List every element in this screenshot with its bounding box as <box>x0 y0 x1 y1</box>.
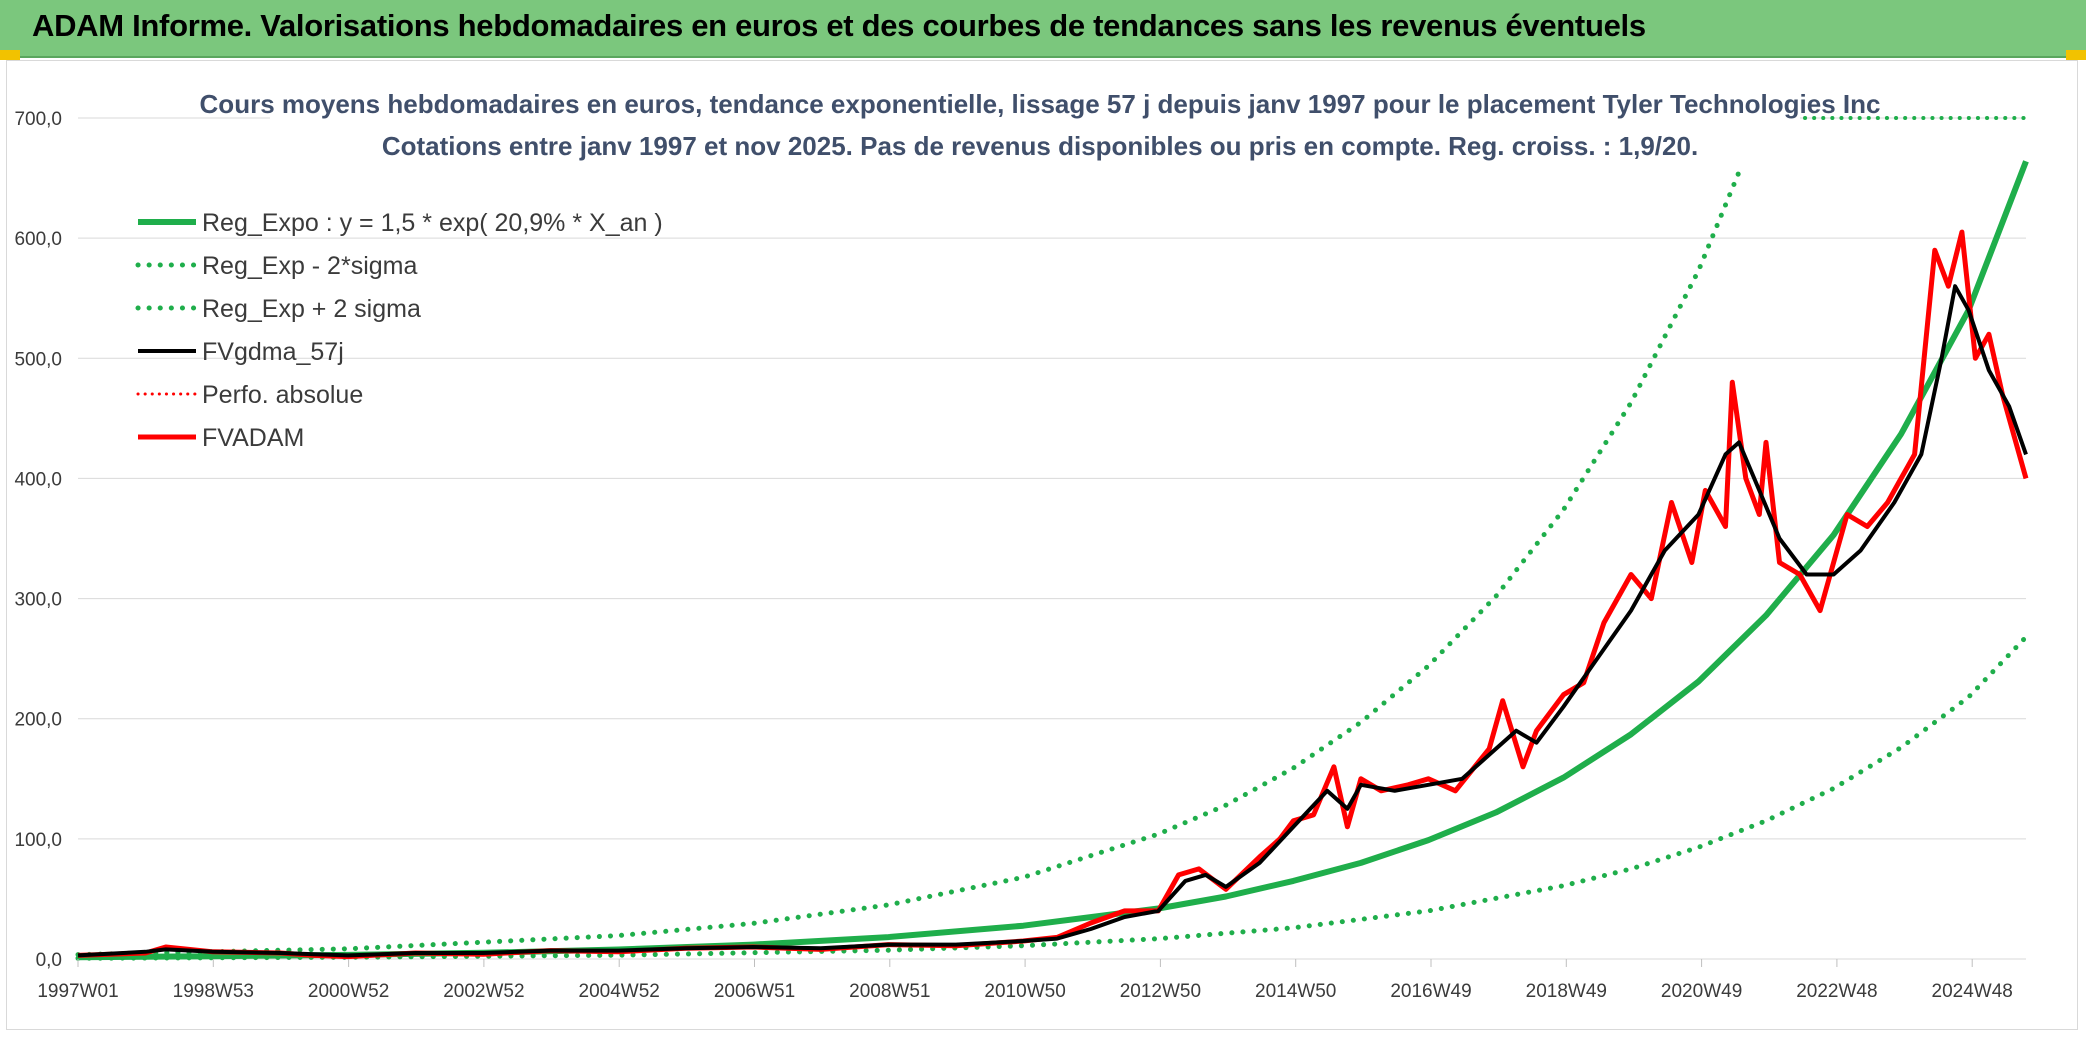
x-tick-label: 2024W48 <box>1932 981 2013 1002</box>
x-tick-label: 2010W50 <box>984 981 1065 1002</box>
chart-legend: Reg_Expo : y = 1,5 * exp( 20,9% * X_an )… <box>135 209 663 452</box>
legend-label: FVgdma_57j <box>202 338 344 366</box>
y-tick-label: 300,0 <box>14 590 62 611</box>
x-axis-ticks: 1997W01 1998W53 2000W52 2002W52 2004W52 2006W… <box>37 959 2013 1002</box>
chart-frame <box>6 60 2078 1030</box>
x-tick-label: 2000W52 <box>308 981 389 1002</box>
series-line-reg-expo <box>77 160 2029 961</box>
x-tick-label: 2006W51 <box>714 981 795 1002</box>
y-tick-label: 700,0 <box>14 109 62 130</box>
y-tick-label: 500,0 <box>14 349 62 370</box>
x-tick-label: 2002W52 <box>443 981 524 1002</box>
y-tick-label: 100,0 <box>14 830 62 851</box>
report-banner: ADAM Informe. Valorisations hebdomadaire… <box>0 0 2086 58</box>
y-tick-label: 0,0 <box>36 950 62 971</box>
chart-title: Cours moyens hebdomadaires en euros, ten… <box>200 89 1881 119</box>
legend-label: Reg_Exp - 2*sigma <box>202 252 417 280</box>
legend-label: Reg_Expo : y = 1,5 * exp( 20,9% * X_an ) <box>202 209 663 237</box>
report-title: ADAM Informe. Valorisations hebdomadaire… <box>32 8 1646 43</box>
x-tick-label: 1998W53 <box>173 981 254 1002</box>
y-tick-label: 400,0 <box>14 469 62 490</box>
x-tick-label: 2016W49 <box>1390 981 1471 1002</box>
y-axis-ticks: 0,0 100,0 200,0 300,0 400,0 500,0 600,0 700,0 <box>14 109 62 971</box>
y-tick-label: 600,0 <box>14 229 62 250</box>
chart-gridlines <box>78 117 2026 960</box>
chart-series <box>75 116 2029 961</box>
x-tick-label: 2012W50 <box>1120 981 1201 1002</box>
x-tick-label: 2022W48 <box>1796 981 1877 1002</box>
x-tick-label: 2014W50 <box>1255 981 1336 1002</box>
x-tick-label: 2018W49 <box>1526 981 1607 1002</box>
corner-accent-left <box>0 50 20 60</box>
y-tick-label: 200,0 <box>14 710 62 731</box>
x-tick-label: 2020W49 <box>1661 981 1742 1002</box>
chart-subtitle: Cotations entre janv 1997 et nov 2025. P… <box>382 131 1698 161</box>
legend-label: Perfo. absolue <box>202 381 363 409</box>
legend-label: FVADAM <box>202 424 304 452</box>
series-line-fvgdma-57j <box>77 284 2028 958</box>
title-background <box>270 86 1800 170</box>
corner-accent-right <box>2066 50 2086 60</box>
legend-label: Reg_Exp + 2 sigma <box>202 295 421 323</box>
x-tick-label: 1997W01 <box>37 981 118 1002</box>
series-line-fvadam <box>77 229 2029 960</box>
series-line-reg-exp <box>75 634 2029 961</box>
series-line-reg-exp <box>75 169 1742 958</box>
x-tick-label: 2008W51 <box>849 981 930 1002</box>
x-tick-label: 2004W52 <box>579 981 660 1002</box>
